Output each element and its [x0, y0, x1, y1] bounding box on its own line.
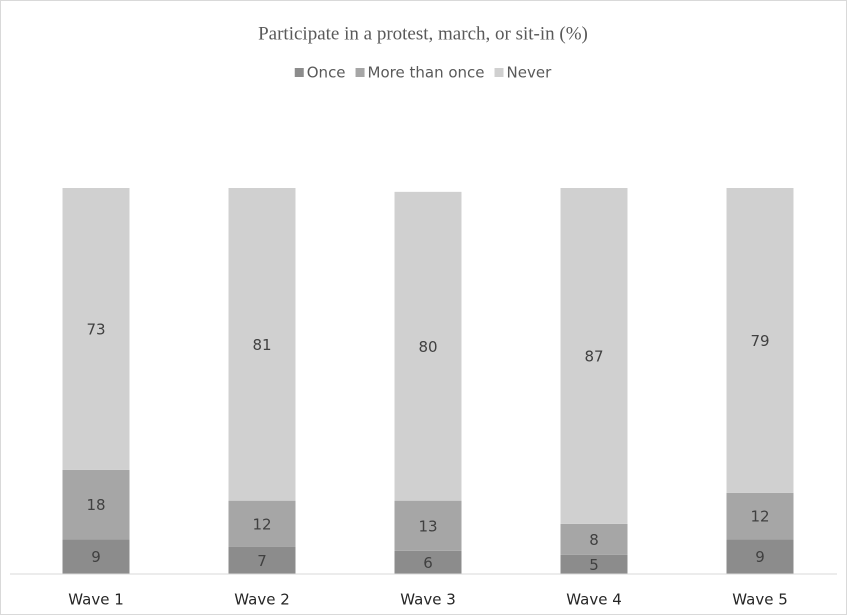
- data-label: 80: [418, 338, 437, 356]
- data-label: 81: [252, 336, 271, 354]
- bar-segment: [560, 523, 628, 555]
- data-label: 87: [584, 347, 603, 365]
- bar-segment: [726, 188, 794, 493]
- data-label: 8: [589, 531, 599, 549]
- bar-segment: [62, 188, 130, 470]
- legend-swatch: [494, 68, 504, 77]
- x-tick-label: Wave 5: [732, 591, 787, 609]
- bar-segment: [228, 188, 296, 501]
- data-label: 73: [86, 320, 105, 338]
- legend-swatch: [294, 68, 304, 77]
- x-tick-label: Wave 2: [234, 591, 289, 609]
- bar-segment: [394, 550, 462, 574]
- legend-label: Once: [307, 64, 346, 82]
- chart-title: Participate in a protest, march, or sit-…: [258, 23, 588, 44]
- data-label: 9: [91, 548, 101, 566]
- data-label: 6: [423, 554, 433, 572]
- x-tick-label: Wave 3: [400, 591, 455, 609]
- data-label: 12: [252, 515, 271, 533]
- x-tick-label: Wave 4: [566, 591, 621, 609]
- x-tick-label: Wave 1: [68, 591, 123, 609]
- data-label: 12: [750, 508, 769, 526]
- legend-label: More than once: [368, 64, 485, 82]
- data-label: 13: [418, 517, 437, 535]
- bar-segment: [394, 191, 462, 501]
- bar-segment: [228, 546, 296, 574]
- legend-label: Never: [507, 64, 553, 82]
- data-label: 18: [86, 496, 105, 514]
- bar-segment: [726, 539, 794, 574]
- bar-segment: [62, 539, 130, 574]
- bar-segment: [228, 500, 296, 547]
- legend-swatch: [355, 68, 365, 77]
- data-label: 9: [755, 548, 765, 566]
- bar-segment: [62, 469, 130, 540]
- bar-segment: [560, 188, 628, 524]
- data-label: 5: [589, 556, 599, 574]
- bar-segment: [560, 554, 628, 574]
- bar-segment: [726, 492, 794, 540]
- bar-segment: [394, 500, 462, 551]
- data-label: 79: [750, 332, 769, 350]
- data-label: 7: [257, 552, 267, 570]
